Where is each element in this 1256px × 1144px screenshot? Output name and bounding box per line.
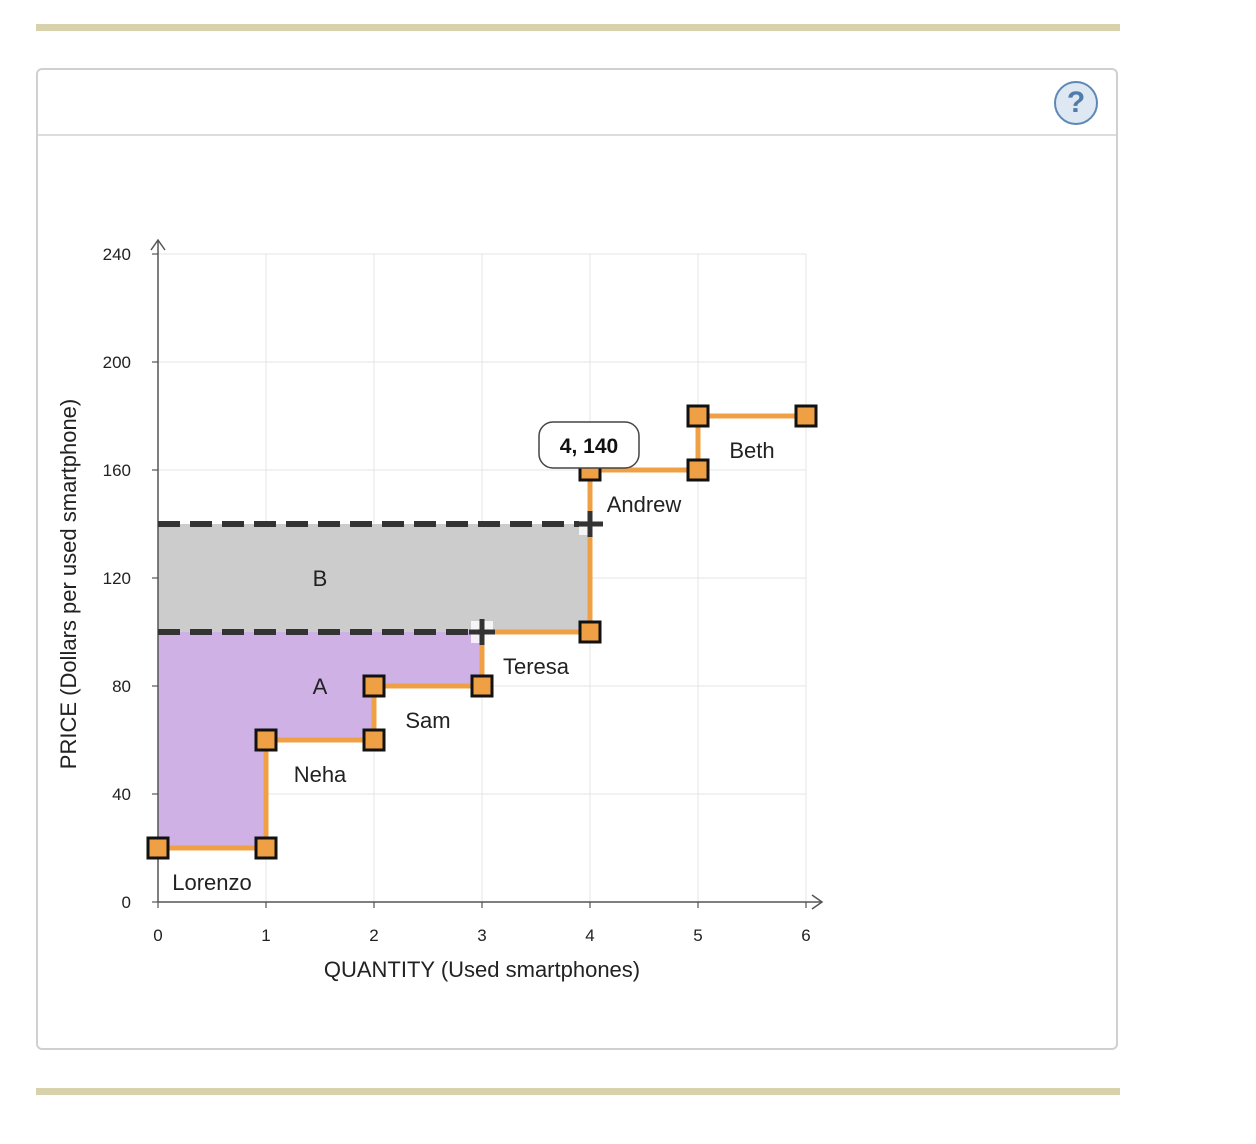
crosshair-icon[interactable] [469,619,495,645]
curve-point-marker[interactable] [578,620,602,644]
x-tick-label: 1 [261,926,270,945]
seller-label-beth: Beth [729,438,774,463]
price-lines [158,521,590,635]
seller-label-teresa: Teresa [503,654,570,679]
point-tooltip: 4, 140 [538,421,640,469]
y-tick-label: 120 [103,569,131,588]
curve-point-marker[interactable] [794,404,818,428]
y-axis-title: PRICE (Dollars per used smartphone) [56,399,81,769]
curve-point-marker[interactable] [146,836,170,860]
panel-header: ? [38,70,1116,136]
x-tick-label: 4 [585,926,594,945]
curve-point-marker[interactable] [362,674,386,698]
y-tick-label: 0 [122,893,131,912]
area-label-a: A [313,674,328,699]
tick-labels: 0 1 2 3 4 5 6 0 40 80 120 160 200 240 [103,245,811,945]
y-tick-label: 80 [112,677,131,696]
bottom-divider-rule [36,1088,1120,1095]
x-axis-arrow-icon [811,894,824,910]
x-tick-label: 3 [477,926,486,945]
x-tick-label: 0 [153,926,162,945]
seller-labels: Lorenzo Neha Sam Teresa Andrew Beth [172,438,774,895]
area-labels: AB [313,566,328,699]
curve-point-marker[interactable] [254,728,278,752]
y-tick-label: 240 [103,245,131,264]
seller-label-lorenzo: Lorenzo [172,870,252,895]
curve-point-marker[interactable] [686,458,710,482]
y-tick-label: 40 [112,785,131,804]
help-label: ? [1066,86,1086,119]
y-tick-label: 160 [103,461,131,480]
seller-label-sam: Sam [405,708,450,733]
x-tick-label: 6 [801,926,810,945]
question-mark-icon[interactable]: ? [1054,81,1098,125]
curve-point-marker[interactable] [254,836,278,860]
cross-markers[interactable] [469,511,603,645]
curve-point-marker[interactable] [362,728,386,752]
x-axis-title: QUANTITY (Used smartphones) [324,957,640,982]
seller-label-neha: Neha [294,762,347,787]
y-tick-label: 200 [103,353,131,372]
curve-point-marker[interactable] [686,404,710,428]
x-tick-label: 2 [369,926,378,945]
area-label-b: B [313,566,328,591]
y-axis-arrow-icon [150,238,166,251]
top-divider-rule [36,24,1120,31]
seller-label-andrew: Andrew [607,492,682,517]
axes [150,238,824,910]
tooltip-box [538,421,640,469]
area-b [158,524,590,632]
supply-curve[interactable] [146,404,818,860]
crosshair-icon[interactable] [577,511,603,537]
tooltip-text: 4, 140 [560,435,618,458]
curve-point-marker[interactable] [470,674,494,698]
x-tick-label: 5 [693,926,702,945]
